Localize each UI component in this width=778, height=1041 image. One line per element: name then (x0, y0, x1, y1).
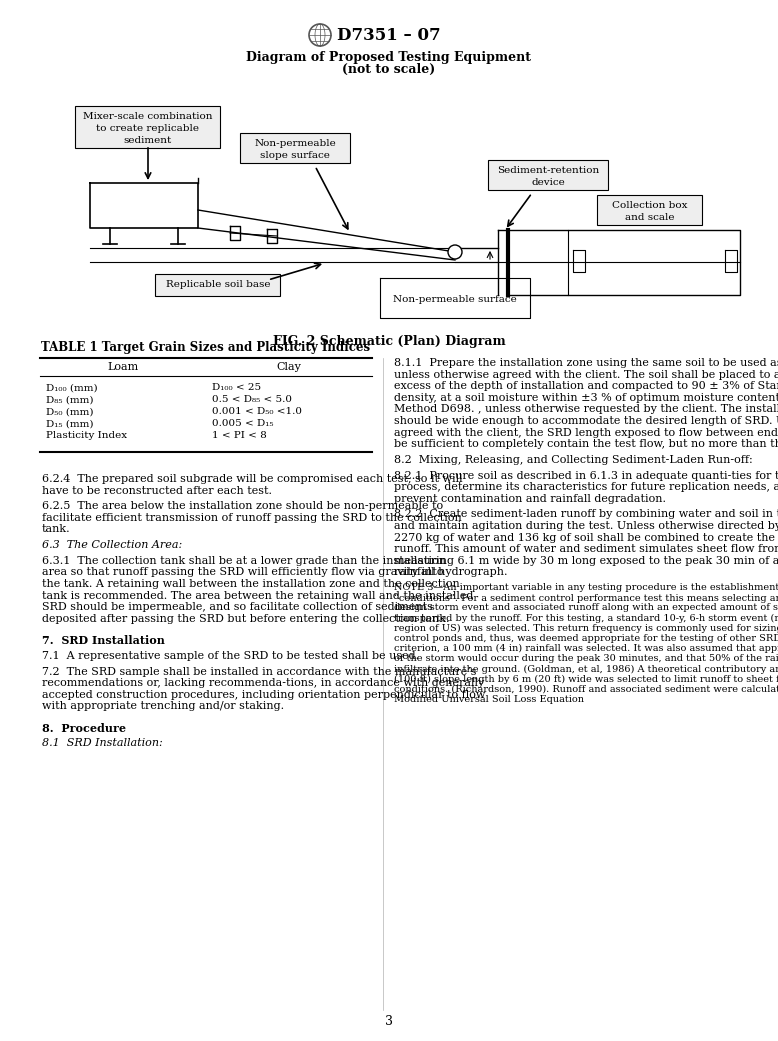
FancyBboxPatch shape (240, 133, 350, 163)
Text: 7.1  A representative sample of the SRD to be tested shall be used.: 7.1 A representative sample of the SRD t… (42, 651, 419, 661)
Text: 7.2  The SRD sample shall be installed in accordance with the manufacture’s: 7.2 The SRD sample shall be installed in… (42, 666, 476, 677)
Text: control ponds and, thus, was deemed appropriate for the testing of other SRDs. U: control ponds and, thus, was deemed appr… (394, 634, 778, 643)
Text: should be wide enough to accommodate the desired length of SRD. Unless otherwise: should be wide enough to accommodate the… (394, 416, 778, 426)
Text: the tank. A retaining wall between the installation zone and the collection: the tank. A retaining wall between the i… (42, 579, 460, 589)
Text: transported by the runoff. For this testing, a standard 10-y, 6-h storm event (m: transported by the runoff. For this test… (394, 613, 778, 623)
Text: and maintain agitation during the test. Unless otherwise directed by the client,: and maintain agitation during the test. … (394, 520, 778, 531)
Text: 6.3.1  The collection tank shall be at a lower grade than the installation: 6.3.1 The collection tank shall be at a … (42, 556, 446, 565)
Text: 0.005 < D₁₅: 0.005 < D₁₅ (212, 420, 274, 429)
Text: Sediment-retention: Sediment-retention (497, 166, 599, 175)
Text: D₈₅ (mm): D₈₅ (mm) (46, 396, 93, 405)
Text: prevent contamination and rainfall degradation.: prevent contamination and rainfall degra… (394, 493, 666, 504)
Text: deposited after passing the SRD but before entering the collection tank.: deposited after passing the SRD but befo… (42, 614, 450, 624)
Text: Replicable soil base: Replicable soil base (166, 280, 270, 288)
Text: have to be reconstructed after each test.: have to be reconstructed after each test… (42, 485, 272, 496)
Text: Clay: Clay (276, 362, 301, 372)
Text: D₁₀₀ < 25: D₁₀₀ < 25 (212, 383, 261, 392)
Text: tank.: tank. (42, 525, 71, 534)
Text: 7.  SRD Installation: 7. SRD Installation (42, 635, 165, 646)
Text: “conditions”. For a sediment control performance test this means selecting an ap: “conditions”. For a sediment control per… (394, 593, 778, 603)
Text: design storm event and associated runoff along with an expected amount of sedime: design storm event and associated runoff… (394, 604, 778, 612)
Text: unless otherwise agreed with the client. The soil shall be placed to a depth in: unless otherwise agreed with the client.… (394, 370, 778, 380)
Text: infiltrate into the ground. (Goldman, et al, 1986) A theoretical contributory ar: infiltrate into the ground. (Goldman, et… (394, 665, 778, 674)
Text: Modified Universal Soil Loss Equation: Modified Universal Soil Loss Equation (394, 695, 584, 705)
Text: tank is recommended. The area between the retaining wall and the installed: tank is recommended. The area between th… (42, 590, 473, 601)
Text: device: device (531, 178, 565, 186)
Text: Non-permeable: Non-permeable (254, 138, 336, 148)
Text: 2270 kg of water and 136 kg of soil shall be combined to create the sediment-lad: 2270 kg of water and 136 kg of soil shal… (394, 533, 778, 542)
Text: conditions. (Richardson, 1990). Runoff and associated sediment were calculated u: conditions. (Richardson, 1990). Runoff a… (394, 685, 778, 694)
Text: criterion, a 100 mm (4 in) rainfall was selected. It was also assumed that appro: criterion, a 100 mm (4 in) rainfall was … (394, 644, 778, 654)
Text: to create replicable: to create replicable (96, 124, 199, 132)
Text: accepted construction procedures, including orientation perpendicular to flow: accepted construction procedures, includ… (42, 690, 485, 700)
Text: 8.1  SRD Installation:: 8.1 SRD Installation: (42, 738, 163, 748)
Text: (100 ft) slope length by 6 m (20 ft) wide was selected to limit runoff to sheet : (100 ft) slope length by 6 m (20 ft) wid… (394, 675, 778, 684)
Text: D7351 – 07: D7351 – 07 (337, 26, 440, 44)
Text: Diagram of Proposed Testing Equipment: Diagram of Proposed Testing Equipment (247, 51, 531, 64)
Text: (not to scale): (not to scale) (342, 62, 436, 76)
Text: slope surface: slope surface (260, 151, 330, 159)
Text: process, determine its characteristics for future replication needs, and cover t: process, determine its characteristics f… (394, 482, 778, 492)
FancyBboxPatch shape (156, 274, 281, 296)
Text: measuring 6.1 m wide by 30 m long exposed to the peak 30 min of a 100 mm per hou: measuring 6.1 m wide by 30 m long expose… (394, 556, 778, 565)
Text: 0.001 < D₅₀ <1.0: 0.001 < D₅₀ <1.0 (212, 407, 302, 416)
Text: FIG. 2 Schematic (Plan) Diagram: FIG. 2 Schematic (Plan) Diagram (272, 335, 506, 348)
Text: D₁₀₀ (mm): D₁₀₀ (mm) (46, 383, 97, 392)
Text: Collection box: Collection box (612, 201, 688, 209)
Text: Loam: Loam (107, 362, 138, 372)
Text: D₅₀ (mm): D₅₀ (mm) (46, 407, 93, 416)
Text: recommendations or, lacking recommenda-tions, in accordance with generally: recommendations or, lacking recommenda-t… (42, 678, 484, 688)
Text: and scale: and scale (626, 212, 675, 222)
Text: runoff. This amount of water and sediment simulates sheet flow from a slope: runoff. This amount of water and sedimen… (394, 544, 778, 554)
Text: rainfall hydrograph.: rainfall hydrograph. (394, 567, 507, 578)
Text: 3: 3 (385, 1015, 393, 1029)
FancyBboxPatch shape (488, 160, 608, 191)
Text: Mixer-scale combination: Mixer-scale combination (83, 111, 212, 121)
Text: of the storm would occur during the peak 30 minutes, and that 50% of the rainfal: of the storm would occur during the peak… (394, 655, 778, 663)
Text: 6.2.4  The prepared soil subgrade will be compromised each test, so it will: 6.2.4 The prepared soil subgrade will be… (42, 474, 463, 484)
Text: Non-permeable surface: Non-permeable surface (393, 295, 517, 304)
Text: 0.5 < D₈₅ < 5.0: 0.5 < D₈₅ < 5.0 (212, 396, 292, 405)
Text: facilitate efficient transmission of runoff passing the SRD to the collection: facilitate efficient transmission of run… (42, 513, 462, 523)
Text: NOTE 3—An important variable in any testing procedure is the establishment of te: NOTE 3—An important variable in any test… (394, 583, 778, 592)
Text: 6.2.5  The area below the installation zone should be non-permeable to: 6.2.5 The area below the installation zo… (42, 502, 443, 511)
Text: with appropriate trenching and/or staking.: with appropriate trenching and/or stakin… (42, 702, 284, 711)
Text: TABLE 1 Target Grain Sizes and Plasticity Indices: TABLE 1 Target Grain Sizes and Plasticit… (41, 341, 370, 354)
Text: 8.1.1  Prepare the installation zone using the same soil to be used as sediment,: 8.1.1 Prepare the installation zone usin… (394, 358, 778, 369)
Text: be sufficient to completely contain the test flow, but no more than the 7 m.: be sufficient to completely contain the … (394, 439, 778, 450)
Text: density, at a soil moisture within ±3 % of optimum moisture content per Test: density, at a soil moisture within ±3 % … (394, 392, 778, 403)
Text: area so that runoff passing the SRD will efficiently flow via gravity into: area so that runoff passing the SRD will… (42, 567, 443, 578)
Text: sediment: sediment (124, 135, 172, 145)
Text: SRD should be impermeable, and so facilitate collection of sediments: SRD should be impermeable, and so facili… (42, 602, 433, 612)
Text: 6.3  The Collection Area:: 6.3 The Collection Area: (42, 540, 182, 550)
FancyBboxPatch shape (75, 106, 220, 148)
FancyBboxPatch shape (598, 195, 703, 225)
Circle shape (448, 245, 462, 259)
Text: 8.2  Mixing, Releasing, and Collecting Sediment-Laden Run-off:: 8.2 Mixing, Releasing, and Collecting Se… (394, 455, 753, 465)
Text: agreed with the client, the SRD length exposed to flow between end abutments sha: agreed with the client, the SRD length e… (394, 428, 778, 437)
Text: excess of the depth of installation and compacted to 90 ± 3% of Standard Proctor: excess of the depth of installation and … (394, 381, 778, 391)
Text: Plasticity Index: Plasticity Index (46, 432, 127, 440)
Text: D₁₅ (mm): D₁₅ (mm) (46, 420, 93, 429)
Text: 1 < PI < 8: 1 < PI < 8 (212, 432, 267, 440)
Text: Method D698. , unless otherwise requested by the client. The installation zone: Method D698. , unless otherwise requeste… (394, 404, 778, 414)
Text: 8.2.2  Create sediment-laden runoff by combining water and soil in the mixing ta: 8.2.2 Create sediment-laden runoff by co… (394, 509, 778, 519)
Text: 8.  Procedure: 8. Procedure (42, 722, 126, 734)
Text: region of US) was selected. This return frequency is commonly used for sizing se: region of US) was selected. This return … (394, 624, 778, 633)
Text: 8.2.1  Procure soil as described in 6.1.3 in adequate quanti-ties for the testin: 8.2.1 Procure soil as described in 6.1.3… (394, 471, 778, 481)
